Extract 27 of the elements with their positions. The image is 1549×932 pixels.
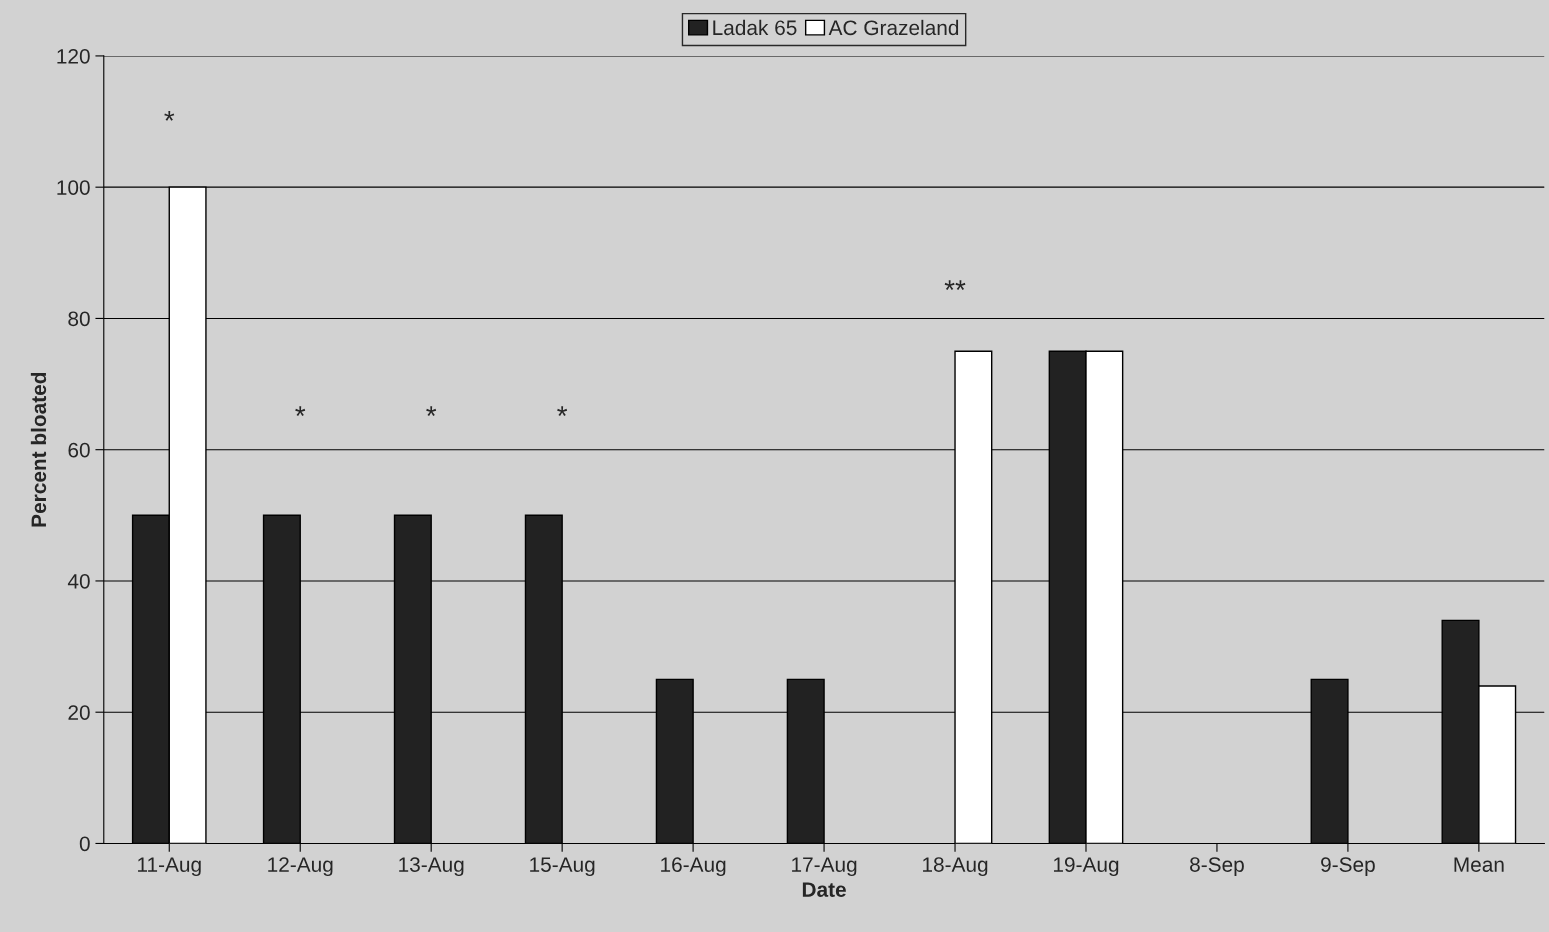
x-tick-label: 12-Aug <box>268 857 333 877</box>
x-tick-label: 17-Aug <box>792 857 857 877</box>
x-tick-label: 9-Sep <box>1321 857 1375 877</box>
legend-label: Ladak 65 <box>713 19 797 36</box>
y-tick-label: 120 <box>57 48 90 64</box>
annotation: * <box>164 110 175 121</box>
x-tick-label: 11-Aug <box>138 857 201 877</box>
x-tick-label: Mean <box>1454 857 1504 872</box>
y-tick-label: 0 <box>79 836 90 852</box>
x-tick-label: 15-Aug <box>530 857 595 877</box>
y-tick-label: 40 <box>67 573 90 589</box>
annotation: ** <box>944 280 966 291</box>
y-tick-label: 100 <box>57 180 90 195</box>
x-tick-label: 8-Sep <box>1190 857 1244 877</box>
y-tick-label: 20 <box>68 705 90 720</box>
x-tick-label: 13-Aug <box>399 857 464 877</box>
y-tick-label: 60 <box>68 442 90 458</box>
annotation: * <box>557 406 568 417</box>
x-tick-label: 19-Aug <box>1053 857 1119 877</box>
legend-label: AC Grazeland <box>828 19 959 36</box>
annotation: * <box>426 406 437 417</box>
y-tick-label: 80 <box>68 311 90 327</box>
y-axis-title: Percent bloated <box>30 372 47 527</box>
x-axis-title: Date <box>802 882 846 897</box>
annotation: * <box>295 406 306 417</box>
x-tick-label: 16-Aug <box>661 857 726 877</box>
x-tick-label: 18-Aug <box>923 857 988 877</box>
